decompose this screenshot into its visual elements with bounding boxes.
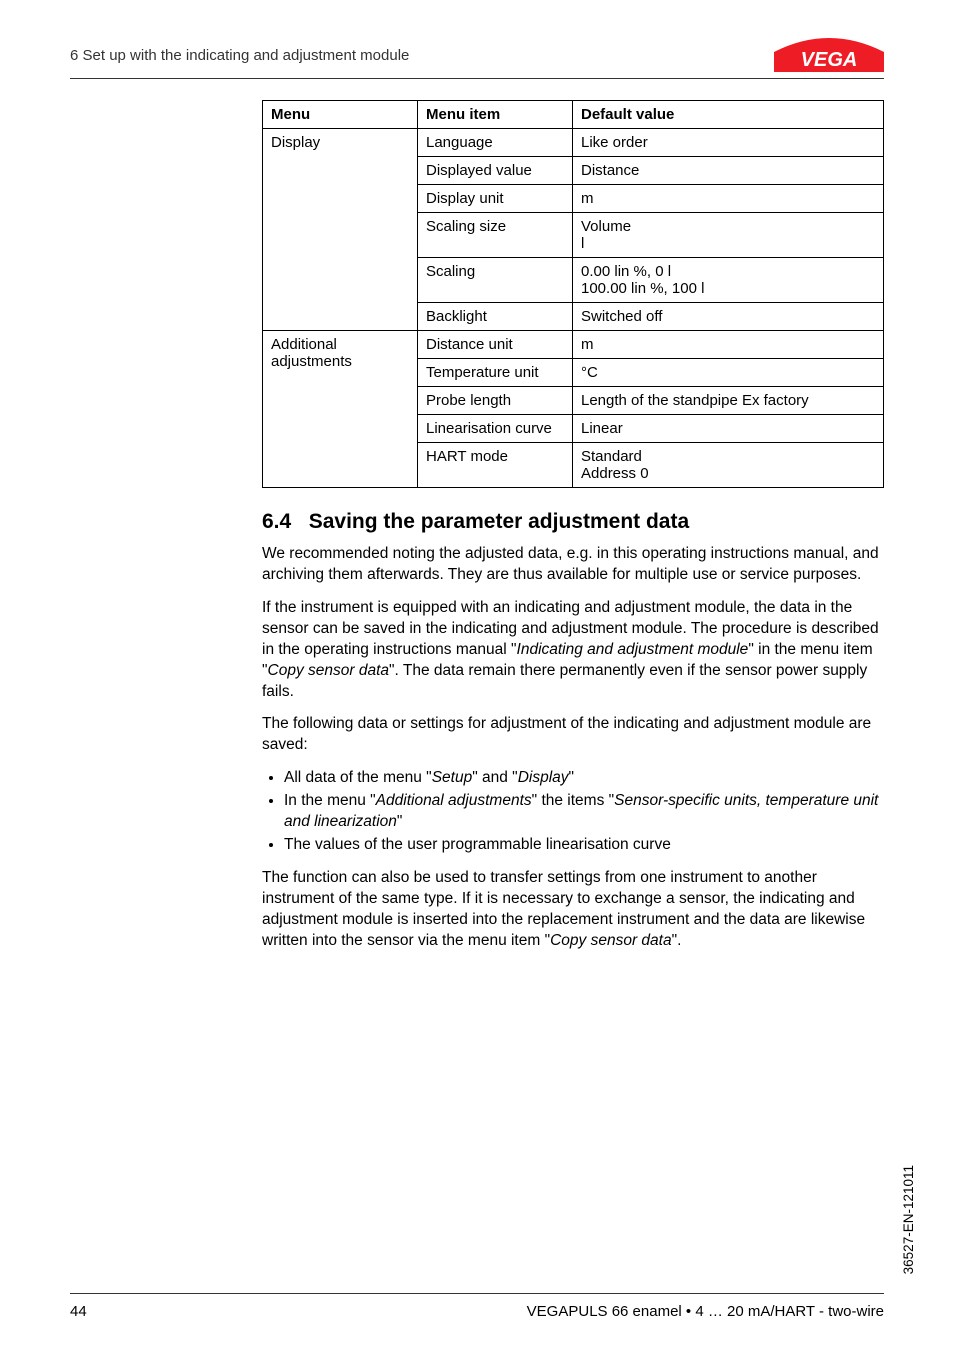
paragraph: The following data or settings for adjus… [262, 714, 884, 756]
section-heading: 6.4 Saving the parameter adjustment data [262, 510, 884, 534]
header-rule [70, 78, 884, 79]
text-run-italic: Copy sensor data [268, 662, 390, 679]
section-number: 6.4 [262, 510, 291, 533]
menu-table: Menu Menu item Default value Display Lan… [262, 100, 884, 488]
list-item: All data of the menu "Setup" and "Displa… [284, 768, 884, 789]
vega-logo: VEGA [774, 38, 884, 72]
text-run: " [397, 813, 403, 830]
table-cell: Standard Address 0 [573, 443, 884, 488]
bullet-list: All data of the menu "Setup" and "Displa… [262, 768, 884, 856]
table-cell: Switched off [573, 303, 884, 331]
table-cell: m [573, 185, 884, 213]
list-item: The values of the user programmable line… [284, 835, 884, 856]
table-header: Menu item [418, 101, 573, 129]
text-run: " the items " [532, 792, 615, 809]
table-cell: Language [418, 129, 573, 157]
footer-product: VEGAPULS 66 enamel • 4 … 20 mA/HART - tw… [527, 1303, 884, 1320]
table-cell: Displayed value [418, 157, 573, 185]
table-header: Menu [263, 101, 418, 129]
table-cell: Linear [573, 415, 884, 443]
table-header: Default value [573, 101, 884, 129]
table-cell: Scaling [418, 258, 573, 303]
text-run-italic: Additional adjustments [376, 792, 532, 809]
text-run-italic: Indicating and adjustment module [517, 641, 749, 658]
header-section: 6 Set up with the indicating and adjustm… [70, 47, 409, 64]
paragraph: If the instrument is equipped with an in… [262, 598, 884, 703]
side-document-code: 36527-EN-121011 [901, 1165, 916, 1274]
paragraph: The function can also be used to transfe… [262, 868, 884, 952]
text-run: " [569, 769, 575, 786]
table-cell: m [573, 331, 884, 359]
table-cell: Display unit [418, 185, 573, 213]
table-cell: Additional adjustments [263, 331, 418, 488]
paragraph: We recommended noting the adjusted data,… [262, 544, 884, 586]
footer-rule [70, 1293, 884, 1294]
table-cell: Distance [573, 157, 884, 185]
page-number: 44 [70, 1303, 87, 1320]
svg-text:VEGA: VEGA [801, 49, 858, 71]
text-run: The values of the user programmable line… [284, 836, 671, 853]
table-cell: 0.00 lin %, 0 l 100.00 lin %, 100 l [573, 258, 884, 303]
table-cell: °C [573, 359, 884, 387]
table-cell: HART mode [418, 443, 573, 488]
table-cell: Temperature unit [418, 359, 573, 387]
table-cell: Like order [573, 129, 884, 157]
text-run-italic: Display [518, 769, 569, 786]
table-cell: Display [263, 129, 418, 331]
list-item: In the menu "Additional adjustments" the… [284, 791, 884, 833]
text-run: ". [672, 932, 682, 949]
section-title: Saving the parameter adjustment data [309, 510, 689, 533]
table-cell: Probe length [418, 387, 573, 415]
text-run: All data of the menu " [284, 769, 432, 786]
text-run-italic: Setup [432, 769, 473, 786]
table-cell: Linearisation curve [418, 415, 573, 443]
text-run: " and " [472, 769, 517, 786]
table-cell: Volume l [573, 213, 884, 258]
table-cell: Length of the standpipe Ex factory [573, 387, 884, 415]
table-cell: Scaling size [418, 213, 573, 258]
table-cell: Distance unit [418, 331, 573, 359]
text-run: In the menu " [284, 792, 376, 809]
table-cell: Backlight [418, 303, 573, 331]
text-run-italic: Copy sensor data [550, 932, 672, 949]
